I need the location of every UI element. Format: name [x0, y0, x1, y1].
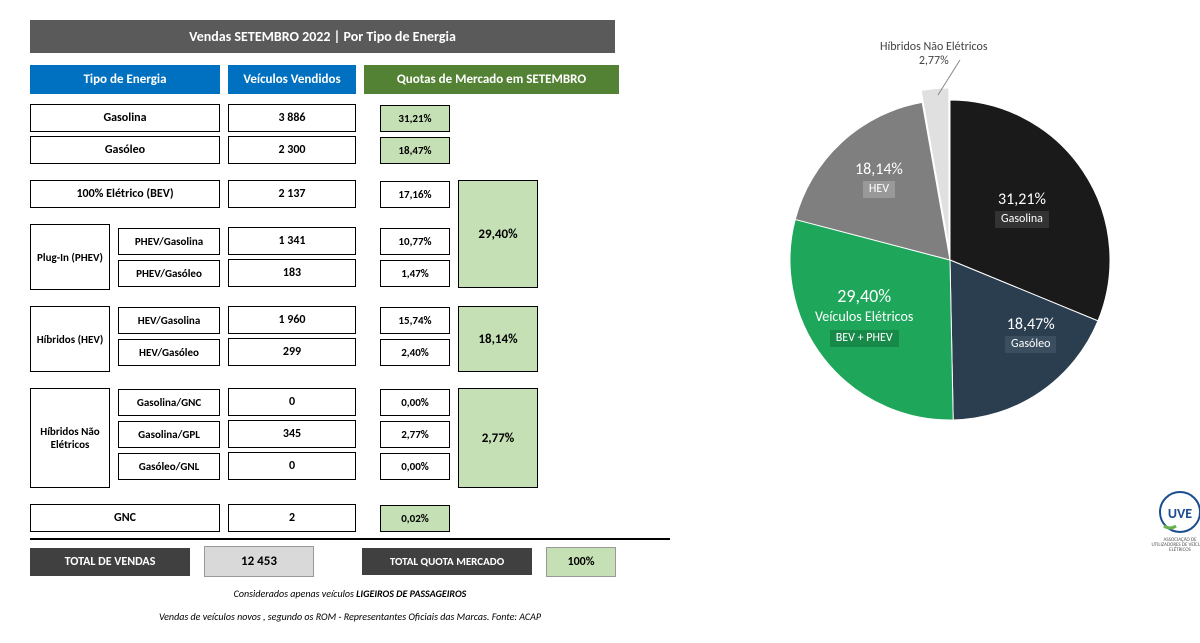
- label-gasoleo: Gasóleo: [30, 136, 220, 164]
- group-hne: Híbridos Não Elétricos Gasolina/GNC 0 0,…: [30, 388, 670, 488]
- value-gasolina: 3 886: [228, 104, 356, 132]
- row-gnc: GNC 2 0,02%: [30, 504, 670, 532]
- value-phev-gasolina: 1 341: [228, 227, 356, 255]
- pct-gnc: 0,02%: [380, 505, 450, 532]
- side-hev: Híbridos (HEV): [30, 306, 110, 372]
- group-hev: Híbridos (HEV) HEV/Gasolina 1 960 15,74%…: [30, 306, 670, 372]
- value-hev-gasoleo: 299: [228, 338, 356, 366]
- pie-callout-title: Híbridos Não Elétricos: [880, 40, 988, 54]
- pie-pct-hev: 18,14%: [855, 160, 903, 181]
- pie-svg: [760, 60, 1140, 440]
- pie-pct-gasoleo: 18,47%: [1005, 315, 1056, 336]
- pct-hne-0: 0,00%: [380, 389, 450, 416]
- pct-gasolina: 31,21%: [380, 105, 450, 132]
- row-gasoleo: Gasóleo 2 300 18,47%: [30, 136, 670, 164]
- label-gnc: GNC: [30, 504, 220, 532]
- row-hne-0: Gasolina/GNC 0 0,00%: [118, 388, 450, 416]
- row-bev: 100% Elétrico (BEV) 2 137 17,16%: [30, 180, 450, 208]
- pct-hne-1: 2,77%: [380, 421, 450, 448]
- value-hne-1: 345: [228, 420, 356, 448]
- pie-pct-gasolina: 31,21%: [995, 190, 1049, 211]
- row-gasolina: Gasolina 3 886 31,21%: [30, 104, 670, 132]
- logo-text: ASSOCIAÇÃO DE UTILIZADORES DE VEÍCULOS E…: [1150, 538, 1200, 553]
- footnote-2: Vendas de veículos novos , segundo os RO…: [30, 610, 670, 623]
- value-hev-gasolina: 1 960: [228, 306, 356, 334]
- label-gasolina: Gasolina: [30, 104, 220, 132]
- label-hne-1: Gasolina/GPL: [118, 421, 220, 448]
- divider: [30, 538, 670, 540]
- row-hev-gasolina: HEV/Gasolina 1 960 15,74%: [118, 306, 450, 334]
- pie-name-gasoleo: Gasóleo: [1005, 336, 1056, 354]
- svg-text:UVE: UVE: [1168, 505, 1192, 522]
- pie-name-hev: HEV: [863, 181, 895, 199]
- pie-label-hev: 18,14% HEV: [855, 160, 903, 198]
- total-quota-value: 100%: [546, 547, 616, 577]
- pct-hev-gasolina: 15,74%: [380, 307, 450, 334]
- pie-label-eletricos: 29,40% Veículos Elétricos BEV + PHEV: [815, 285, 913, 347]
- value-hne-0: 0: [228, 388, 356, 416]
- pct-hev-gasoleo: 2,40%: [380, 339, 450, 366]
- row-hev-gasoleo: HEV/Gasóleo 299 2,40%: [118, 338, 450, 366]
- logo-uve: UVE ASSOCIAÇÃO DE UTILIZADORES DE VEÍCUL…: [1150, 488, 1200, 553]
- group-pct-hev: 18,14%: [458, 306, 538, 372]
- side-phev: Plug-In (PHEV): [30, 224, 110, 290]
- group-bev-phev: 100% Elétrico (BEV) 2 137 17,16% Plug-In…: [30, 180, 670, 290]
- row-phev-gasolina: PHEV/Gasolina 1 341 10,77%: [118, 227, 450, 255]
- pie-sub-eletricos: BEV + PHEV: [830, 330, 899, 348]
- label-hne-0: Gasolina/GNC: [118, 389, 220, 416]
- totals-row: TOTAL DE VENDAS 12 453 TOTAL QUOTA MERCA…: [30, 546, 670, 577]
- row-hne-1: Gasolina/GPL 345 2,77%: [118, 420, 450, 448]
- row-phev-gasoleo: PHEV/Gasóleo 183 1,47%: [118, 259, 450, 287]
- pie-chart: 31,21% Gasolina 18,47% Gasóleo 29,40% Ve…: [760, 60, 1140, 440]
- subgroup-phev: Plug-In (PHEV) PHEV/Gasolina 1 341 10,77…: [30, 224, 450, 290]
- label-bev: 100% Elétrico (BEV): [30, 180, 220, 208]
- row-hne-2: Gasóleo/GNL 0 0,00%: [118, 452, 450, 480]
- label-hne-2: Gasóleo/GNL: [118, 453, 220, 480]
- value-gnc: 2: [228, 504, 356, 532]
- group-pct-hne: 2,77%: [458, 388, 538, 488]
- pie-pct-eletricos: 29,40%: [815, 285, 913, 308]
- pct-gasoleo: 18,47%: [380, 137, 450, 164]
- value-hne-2: 0: [228, 452, 356, 480]
- data-table-panel: Vendas SETEMBRO 2022 | Por Tipo de Energ…: [30, 20, 670, 623]
- value-bev: 2 137: [228, 180, 356, 208]
- pie-label-gasolina: 31,21% Gasolina: [995, 190, 1049, 228]
- total-vendas-label: TOTAL DE VENDAS: [30, 548, 190, 576]
- value-phev-gasoleo: 183: [228, 259, 356, 287]
- main-title: Vendas SETEMBRO 2022 | Por Tipo de Energ…: [30, 20, 615, 53]
- report-container: Vendas SETEMBRO 2022 | Por Tipo de Energ…: [0, 0, 1200, 643]
- pie-name-gasolina: Gasolina: [995, 211, 1049, 229]
- header-quotas: Quotas de Mercado em SETEMBRO: [364, 65, 619, 94]
- pie-chart-panel: Híbridos Não Elétricos 2,77% 31,21% Gaso…: [730, 20, 1170, 623]
- pie-name-eletricos: Veículos Elétricos: [815, 308, 913, 326]
- group-pct-phev: 29,40%: [458, 180, 538, 288]
- pct-phev-gasolina: 10,77%: [380, 228, 450, 255]
- label-hev-gasoleo: HEV/Gasóleo: [118, 339, 220, 366]
- label-phev-gasolina: PHEV/Gasolina: [118, 228, 220, 255]
- pct-hne-2: 0,00%: [380, 453, 450, 480]
- table-body: Gasolina 3 886 31,21% Gasóleo 2 300 18,4…: [30, 104, 670, 532]
- total-vendas-value: 12 453: [204, 546, 314, 577]
- total-quota-label: TOTAL QUOTA MERCADO: [362, 548, 532, 575]
- label-phev-gasoleo: PHEV/Gasóleo: [118, 260, 220, 287]
- label-hev-gasolina: HEV/Gasolina: [118, 307, 220, 334]
- side-hne: Híbridos Não Elétricos: [30, 388, 110, 488]
- pct-phev-gasoleo: 1,47%: [380, 260, 450, 287]
- header-tipo-energia: Tipo de Energia: [30, 65, 220, 94]
- pct-bev: 17,16%: [380, 181, 450, 208]
- pie-label-gasoleo: 18,47% Gasóleo: [1005, 315, 1056, 353]
- logo-icon: UVE: [1156, 488, 1200, 536]
- value-gasoleo: 2 300: [228, 136, 356, 164]
- header-veiculos: Veículos Vendidos: [228, 65, 356, 94]
- column-headers: Tipo de Energia Veículos Vendidos Quotas…: [30, 65, 670, 94]
